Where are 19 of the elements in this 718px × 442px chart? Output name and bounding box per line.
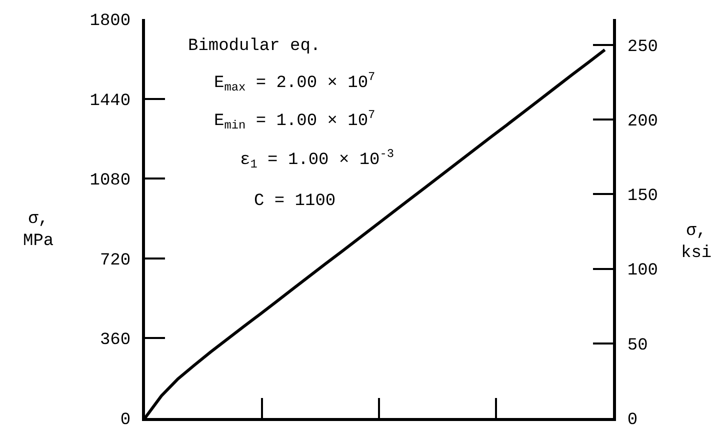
annotation: E$_{min}$ = 1.00 × 10$^{7}$ [214, 108, 376, 133]
y2-axis-title: σ, ksi [681, 222, 712, 264]
y-tick-label: 0 [120, 410, 131, 430]
y2-tick-label: 250 [627, 38, 658, 57]
y-tick-label: 1440 [90, 92, 131, 111]
y2-tick-label: 0 [627, 410, 638, 430]
y-tick-label: 360 [100, 331, 131, 350]
y2-tick-label: 50 [627, 336, 648, 356]
annotation: C = 1100 [254, 192, 336, 211]
y2-tick-label: 200 [627, 112, 658, 132]
y2-tick-label: 100 [627, 262, 658, 281]
annotation: ε$_{1}$ = 1.00 × 10$^{-3}$ [240, 147, 394, 172]
y-tick-label: 1800 [90, 12, 131, 31]
annotation: E$_{max}$ = 2.00 × 10$^{7}$ [214, 70, 376, 95]
y-tick-label: 1080 [90, 172, 131, 191]
y2-tick-label: 150 [627, 187, 658, 206]
annotation: Bimodular eq. [188, 37, 321, 56]
y-axis-title: σ, MPa [23, 210, 54, 252]
y-tick-label: 720 [100, 251, 131, 270]
